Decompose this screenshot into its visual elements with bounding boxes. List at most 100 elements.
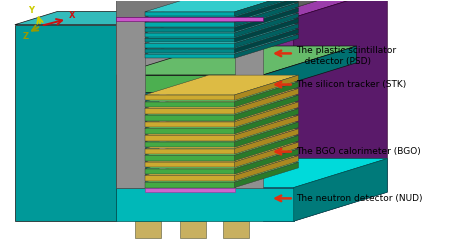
Polygon shape	[235, 129, 299, 154]
Polygon shape	[145, 29, 299, 49]
Polygon shape	[145, 142, 235, 147]
Polygon shape	[235, 102, 299, 127]
Polygon shape	[145, 135, 299, 155]
Polygon shape	[117, 0, 356, 17]
Polygon shape	[235, 115, 299, 141]
Polygon shape	[294, 0, 387, 221]
Polygon shape	[145, 108, 235, 114]
Polygon shape	[235, 17, 263, 187]
Polygon shape	[145, 95, 299, 115]
Polygon shape	[145, 34, 299, 54]
Polygon shape	[235, 0, 299, 16]
Polygon shape	[136, 221, 161, 238]
Polygon shape	[235, 122, 299, 147]
Polygon shape	[235, 162, 299, 187]
Polygon shape	[235, 3, 299, 27]
Polygon shape	[145, 43, 235, 48]
Polygon shape	[145, 175, 235, 181]
Polygon shape	[145, 148, 235, 154]
Polygon shape	[145, 24, 299, 43]
Polygon shape	[145, 82, 299, 101]
Polygon shape	[15, 12, 159, 25]
Text: The neutron detector (NUD): The neutron detector (NUD)	[296, 194, 423, 203]
Polygon shape	[263, 17, 294, 221]
Polygon shape	[145, 3, 299, 22]
Polygon shape	[145, 128, 235, 134]
Polygon shape	[180, 221, 206, 238]
Polygon shape	[145, 22, 235, 27]
Polygon shape	[263, 46, 356, 92]
Polygon shape	[145, 88, 299, 108]
Polygon shape	[235, 75, 299, 100]
Polygon shape	[145, 135, 235, 141]
Text: Y: Y	[27, 6, 34, 15]
Polygon shape	[145, 115, 235, 120]
Polygon shape	[145, 182, 235, 187]
Polygon shape	[145, 155, 235, 161]
Polygon shape	[145, 169, 235, 174]
Polygon shape	[235, 24, 299, 48]
Polygon shape	[117, 0, 263, 17]
Polygon shape	[145, 122, 299, 142]
Polygon shape	[294, 159, 387, 221]
Polygon shape	[235, 156, 299, 181]
Text: X: X	[69, 11, 76, 20]
Polygon shape	[145, 162, 299, 182]
Polygon shape	[145, 95, 235, 100]
Polygon shape	[263, 0, 356, 17]
Polygon shape	[145, 8, 299, 28]
Polygon shape	[145, 101, 235, 107]
Polygon shape	[235, 135, 299, 161]
Polygon shape	[145, 49, 235, 53]
Polygon shape	[235, 18, 299, 42]
Polygon shape	[145, 109, 299, 128]
Polygon shape	[117, 12, 159, 221]
Polygon shape	[223, 213, 274, 221]
Polygon shape	[235, 149, 299, 174]
Polygon shape	[117, 17, 263, 75]
Polygon shape	[235, 34, 299, 58]
Polygon shape	[180, 213, 232, 221]
Polygon shape	[263, 0, 356, 75]
Polygon shape	[263, 0, 387, 17]
Polygon shape	[145, 162, 235, 167]
Polygon shape	[145, 149, 299, 169]
Polygon shape	[117, 17, 145, 187]
Polygon shape	[145, 115, 299, 135]
Polygon shape	[235, 142, 299, 167]
Polygon shape	[145, 28, 235, 32]
Polygon shape	[235, 0, 299, 21]
Polygon shape	[235, 13, 299, 37]
Polygon shape	[145, 129, 299, 148]
Polygon shape	[117, 159, 387, 187]
Polygon shape	[145, 38, 235, 42]
Polygon shape	[117, 75, 263, 92]
Text: The plastic scintillator
   detector (PSD): The plastic scintillator detector (PSD)	[296, 46, 396, 66]
Polygon shape	[235, 29, 299, 53]
Polygon shape	[145, 12, 235, 16]
Text: Z: Z	[23, 32, 29, 41]
Polygon shape	[15, 25, 117, 221]
Polygon shape	[235, 109, 299, 134]
Polygon shape	[145, 13, 299, 33]
Text: The silicon tracker (STK): The silicon tracker (STK)	[296, 80, 406, 89]
Polygon shape	[235, 88, 299, 114]
Polygon shape	[145, 187, 235, 192]
Polygon shape	[145, 17, 235, 21]
Text: The BGO calorimeter (BGO): The BGO calorimeter (BGO)	[296, 147, 421, 156]
Polygon shape	[117, 187, 294, 221]
Polygon shape	[145, 18, 299, 38]
Polygon shape	[145, 0, 299, 12]
Polygon shape	[235, 82, 299, 107]
Polygon shape	[117, 46, 356, 75]
Polygon shape	[145, 54, 235, 58]
Polygon shape	[145, 0, 299, 17]
Polygon shape	[145, 142, 299, 162]
Polygon shape	[136, 213, 187, 221]
Polygon shape	[145, 122, 235, 127]
Polygon shape	[235, 8, 299, 32]
Polygon shape	[223, 221, 249, 238]
Polygon shape	[145, 156, 299, 175]
Polygon shape	[235, 95, 299, 120]
Polygon shape	[145, 33, 235, 37]
